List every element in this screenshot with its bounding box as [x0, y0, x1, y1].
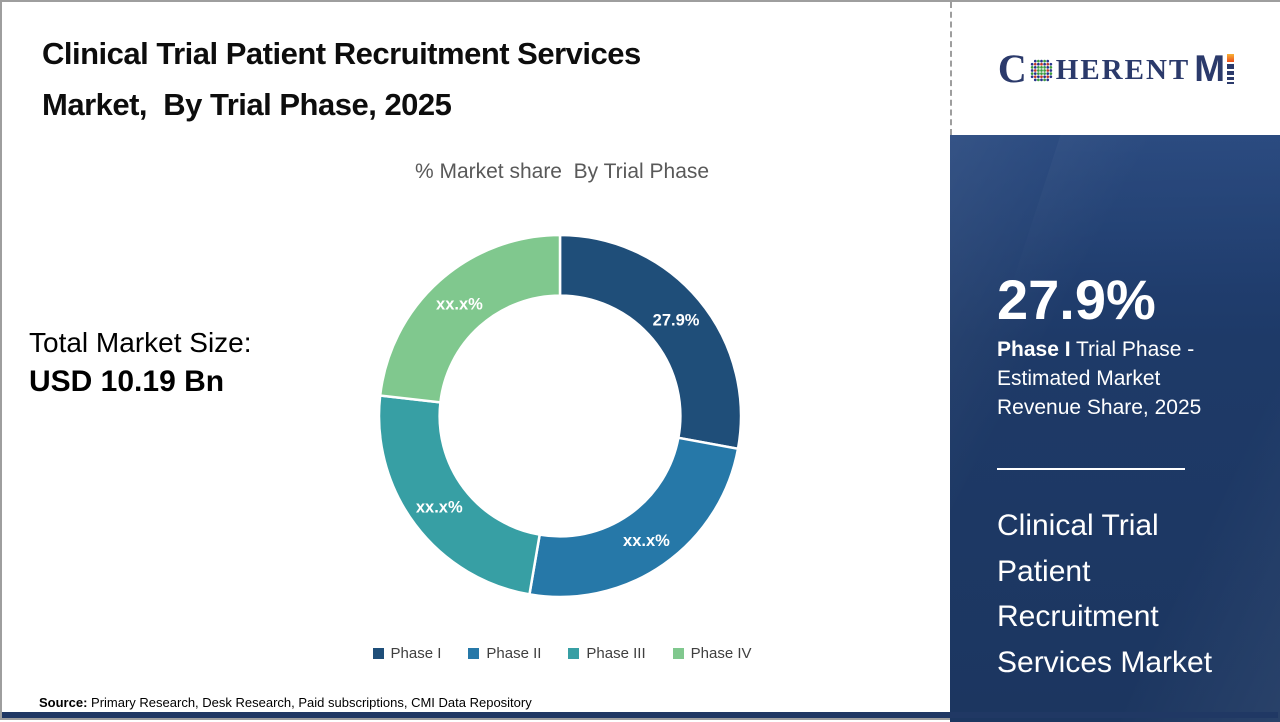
segment-label: xx.x%	[416, 499, 463, 517]
legend-swatch	[672, 648, 684, 659]
logo-letter-c: C	[997, 45, 1027, 91]
segment-label: xx.x%	[436, 295, 483, 313]
legend-label: Phase III	[586, 645, 646, 662]
logo-i-bar-icon	[1227, 54, 1235, 84]
legend-label: Phase II	[486, 645, 542, 662]
chart-legend: Phase I Phase II Phase III Phase IV	[162, 645, 962, 662]
donut-chart: 27.9% xx.x% xx.x% xx.x%	[377, 233, 743, 599]
legend-swatch	[468, 648, 480, 659]
legend-swatch	[372, 648, 384, 659]
source-note: Source: Primary Research, Desk Research,…	[39, 695, 532, 710]
donut-segment-phase-i	[558, 233, 743, 451]
source-text: Primary Research, Desk Research, Paid su…	[87, 695, 532, 710]
stat-label-phase: Phase I	[997, 338, 1071, 361]
stat-label-rest: Trial Phase - Estimated Market Revenue S…	[997, 338, 1202, 419]
sidebar-panel: 27.9% Phase I Trial Phase - Estimated Ma…	[950, 135, 1280, 722]
total-market-value: USD 10.19 Bn	[29, 365, 225, 398]
donut-segment-phase-iv	[378, 233, 562, 404]
legend-item: Phase IV	[672, 645, 752, 662]
total-market-size: Total Market Size: USD 10.19 Bn	[29, 324, 252, 402]
chart-subtitle: % Market share By Trial Phase	[414, 160, 710, 183]
logo-letters-herent: HERENT	[1055, 53, 1191, 86]
donut-segment-phase-iii	[377, 394, 542, 596]
panel-title: Clinical Trial Patient Recruitment Servi…	[997, 509, 1213, 679]
logo-globe-icon	[1030, 59, 1052, 82]
legend-label: Phase IV	[690, 645, 752, 662]
stat-value: 27.9%	[997, 268, 1156, 331]
logo-letter-m: M	[1194, 48, 1225, 89]
panel-divider	[997, 468, 1185, 470]
logo-box: C HERENT M	[950, 2, 1280, 135]
legend-label: Phase I	[390, 645, 442, 662]
legend-item: Phase I	[372, 645, 442, 662]
legend-swatch	[568, 648, 580, 659]
bottom-accent-bar	[2, 712, 1278, 718]
legend-item: Phase II	[468, 645, 541, 662]
main-area: Clinical Trial Patient Recruitment Servi…	[2, 2, 950, 722]
segment-label: xx.x%	[623, 532, 670, 550]
stat-label: Phase I Trial Phase - Estimated Market R…	[997, 335, 1219, 422]
segment-label: 27.9%	[653, 311, 700, 329]
page-title: Clinical Trial Patient Recruitment Servi…	[42, 36, 641, 122]
legend-item: Phase III	[568, 645, 646, 662]
source-label: Source:	[39, 695, 88, 710]
total-market-label: Total Market Size:	[29, 327, 252, 358]
coherentmi-logo: C HERENT M	[997, 45, 1235, 91]
donut-segment-phase-ii	[527, 436, 740, 599]
